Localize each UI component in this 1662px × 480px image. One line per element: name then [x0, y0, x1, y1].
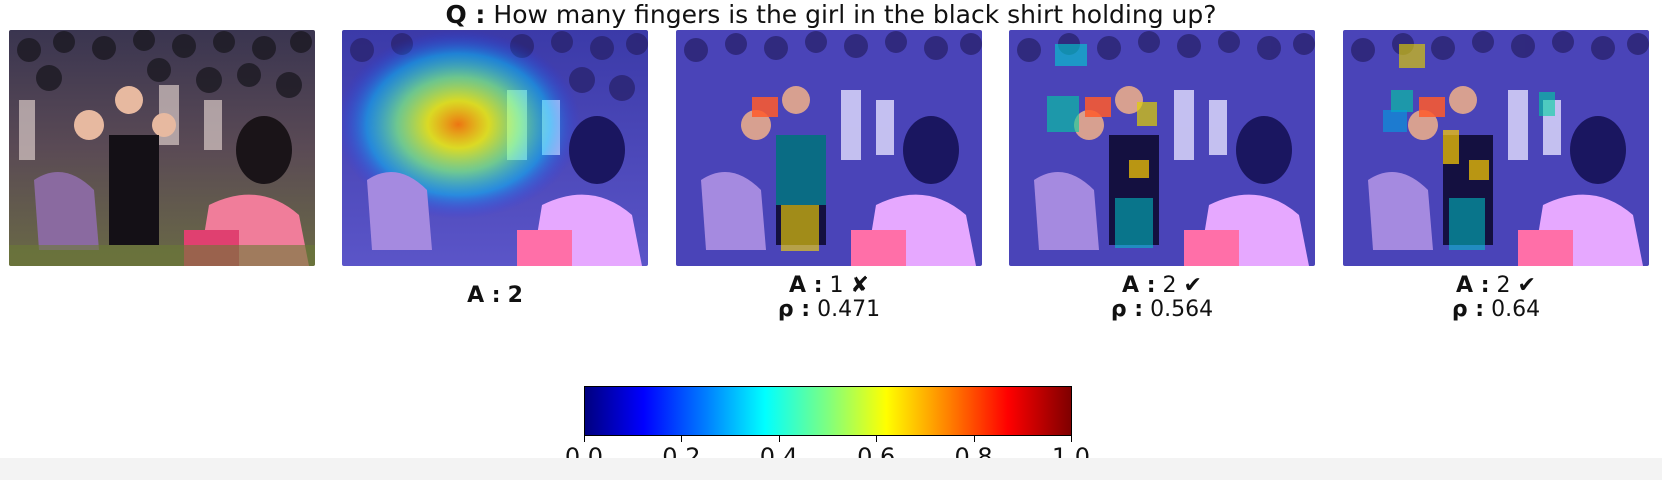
colorbar-tick [778, 436, 780, 442]
rho-label: ρ : [1110, 297, 1144, 322]
image-panel-regions-2 [1009, 30, 1315, 266]
rho-label: ρ : [777, 297, 811, 322]
answer-value: 1 [829, 273, 844, 298]
image-panel-heatmap [342, 30, 648, 266]
answer-label: A : [1122, 273, 1156, 298]
answer-label: A : [789, 273, 823, 298]
answer-value: 2 [1496, 273, 1511, 298]
rho-label: ρ : [1451, 297, 1485, 322]
colorbar-tick [973, 436, 975, 442]
caption-regions-2: A : 2 ✔ ρ : 0.564 [1009, 274, 1315, 322]
image-panel-original [9, 30, 315, 266]
colorbar-tick [1071, 436, 1072, 442]
bottom-band [0, 458, 1662, 480]
colorbar-gradient [584, 386, 1072, 436]
incorrect-mark-icon: ✘ [850, 273, 869, 298]
question: Q : How many fingers is the girl in the … [0, 0, 1662, 30]
colorbar-tick [876, 436, 878, 442]
rho-value: 0.471 [817, 297, 881, 322]
caption-heatmap: A : 2 [342, 284, 648, 308]
rho-value: 0.64 [1491, 297, 1541, 322]
correct-mark-icon: ✔ [1183, 273, 1202, 298]
answer-label: A : [467, 283, 501, 308]
colorbar-tick [681, 436, 683, 442]
colorbar-tick [584, 436, 585, 442]
answer-value: 2 [507, 283, 523, 308]
colorbar: 0.0 0.2 0.4 0.6 0.8 1.0 [565, 386, 1090, 470]
rho-value: 0.564 [1150, 297, 1214, 322]
correct-mark-icon: ✔ [1517, 273, 1536, 298]
answer-value: 2 [1162, 273, 1177, 298]
answer-label: A : [1456, 273, 1490, 298]
image-panel-regions-3 [1343, 30, 1649, 266]
caption-regions-1: A : 1 ✘ ρ : 0.471 [676, 274, 982, 322]
question-prefix: Q : [445, 0, 486, 29]
caption-regions-3: A : 2 ✔ ρ : 0.64 [1343, 274, 1649, 322]
question-text: How many fingers is the girl in the blac… [493, 0, 1217, 29]
image-panel-regions-1 [676, 30, 982, 266]
